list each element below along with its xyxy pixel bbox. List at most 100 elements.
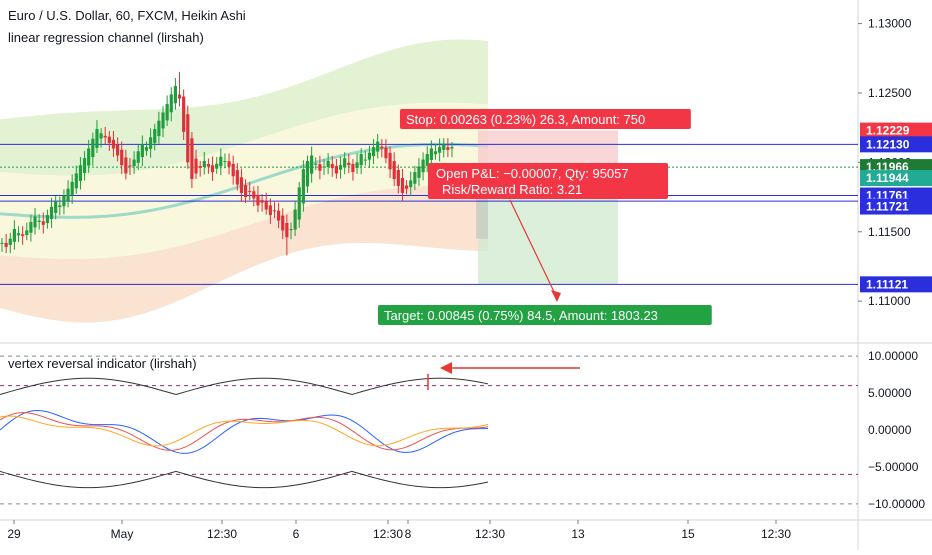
candle-body — [41, 221, 45, 225]
candle-body — [190, 138, 194, 180]
candle-body — [186, 114, 190, 163]
candle-body — [82, 158, 87, 174]
candle-body — [268, 205, 272, 216]
price-tick-label: 1.11500 — [868, 225, 911, 239]
candle-body — [239, 177, 244, 193]
stop-zone — [478, 130, 618, 168]
price-tick-label: 1.12500 — [868, 86, 912, 100]
price-axis[interactable]: 1.130001.125001.120001.115001.110001.122… — [858, 17, 932, 511]
candle-body — [404, 185, 409, 189]
time-tick-label: May — [111, 527, 134, 541]
candle-body — [433, 151, 438, 155]
price-badge-box — [860, 136, 932, 153]
osc-lower-envelope — [0, 470, 489, 489]
candle-body — [198, 166, 202, 168]
candle-body — [400, 178, 405, 193]
candle-body — [359, 154, 363, 166]
channel-mid-line — [0, 142, 489, 219]
candle-body — [272, 210, 277, 212]
price-tick-label: 1.11000 — [868, 294, 911, 308]
candle-body — [330, 163, 334, 168]
price-badge-box — [860, 170, 932, 187]
osc-orange-line — [0, 415, 489, 447]
candle-body — [12, 228, 16, 242]
candle-body — [388, 152, 392, 170]
osc-tick-label: 5.00000 — [868, 386, 912, 400]
candle-body — [347, 162, 351, 166]
candle-body — [115, 144, 120, 156]
candle-body — [413, 172, 417, 184]
candle-body — [157, 120, 161, 137]
price-badge-label: 1.11944 — [866, 171, 909, 185]
osc-red-line — [0, 412, 489, 451]
price-badge-label: 1.11121 — [866, 277, 908, 291]
candle-body — [252, 191, 256, 199]
candle-body — [392, 161, 396, 180]
candle-body — [264, 201, 268, 210]
candle-body — [285, 222, 289, 238]
osc-upper-envelope — [0, 377, 489, 396]
candle-body — [363, 159, 367, 161]
candle-body — [144, 147, 149, 151]
pl-label: Open P&L: −0.00007, Qty: 95057 — [436, 166, 629, 181]
candle-body — [417, 166, 421, 178]
target-label-box — [378, 305, 712, 325]
candle-body — [293, 209, 297, 230]
oscillator-pane — [0, 355, 858, 505]
osc-arrow-head — [440, 362, 452, 374]
candle-body — [326, 160, 330, 167]
osc-tick-label: −10.00000 — [868, 497, 925, 511]
candle-body — [425, 154, 429, 166]
candle-body — [297, 187, 301, 220]
time-axis[interactable]: 29 May 12:30 6 12:30 8 12:30 13 15 12:30 — [7, 520, 791, 541]
candle-body — [74, 173, 78, 189]
candle-body — [235, 170, 239, 185]
candle-body — [371, 147, 376, 157]
candle-body — [8, 238, 12, 245]
price-badge-box — [860, 198, 932, 215]
candle-body — [99, 133, 103, 139]
candle-body — [54, 201, 58, 213]
candle-body — [128, 165, 132, 167]
candle-body — [384, 147, 388, 159]
price-badge-label: 1.12229 — [866, 124, 910, 138]
time-tick-label: 12:30 — [207, 527, 237, 541]
candle-body — [442, 144, 446, 150]
candle-body — [4, 242, 8, 248]
candle-body — [91, 138, 95, 158]
candle-body — [0, 242, 4, 244]
price-badge-label: 1.12130 — [866, 137, 910, 151]
candle-body — [301, 169, 305, 204]
channel-lower-band — [0, 185, 488, 323]
stop-label-box — [400, 109, 691, 129]
osc-blue-line — [0, 409, 489, 454]
time-tick-label: 12:30 — [373, 527, 403, 541]
candle-body — [173, 86, 177, 104]
osc-tick-label: −5.00000 — [868, 460, 919, 474]
position-tool[interactable] — [476, 130, 618, 285]
time-tick-label: 13 — [571, 527, 585, 541]
channel-middle-band — [0, 102, 488, 259]
candle-body — [21, 234, 25, 236]
candle-body — [314, 163, 318, 165]
target-label: Target: 0.00845 (0.75%) 84.5, Amount: 18… — [384, 308, 658, 323]
candle-body — [318, 164, 322, 171]
rr-label: Risk/Reward Ratio: 3.21 — [442, 182, 582, 197]
candle-body — [16, 233, 21, 236]
candle-body — [409, 180, 413, 188]
candle-body — [202, 160, 206, 167]
candle-body — [165, 104, 169, 121]
candle-body — [62, 195, 66, 207]
candle-body — [248, 191, 252, 193]
candle-body — [343, 158, 347, 168]
candle-body — [367, 152, 372, 160]
osc-tick-label: 0.00000 — [868, 423, 912, 437]
candle-body — [107, 136, 111, 143]
candle-body — [140, 144, 144, 158]
candle-body — [45, 215, 50, 224]
candle-body — [334, 165, 339, 174]
stop-label: Stop: 0.00263 (0.23%) 26.3, Amount: 750 — [406, 112, 645, 127]
